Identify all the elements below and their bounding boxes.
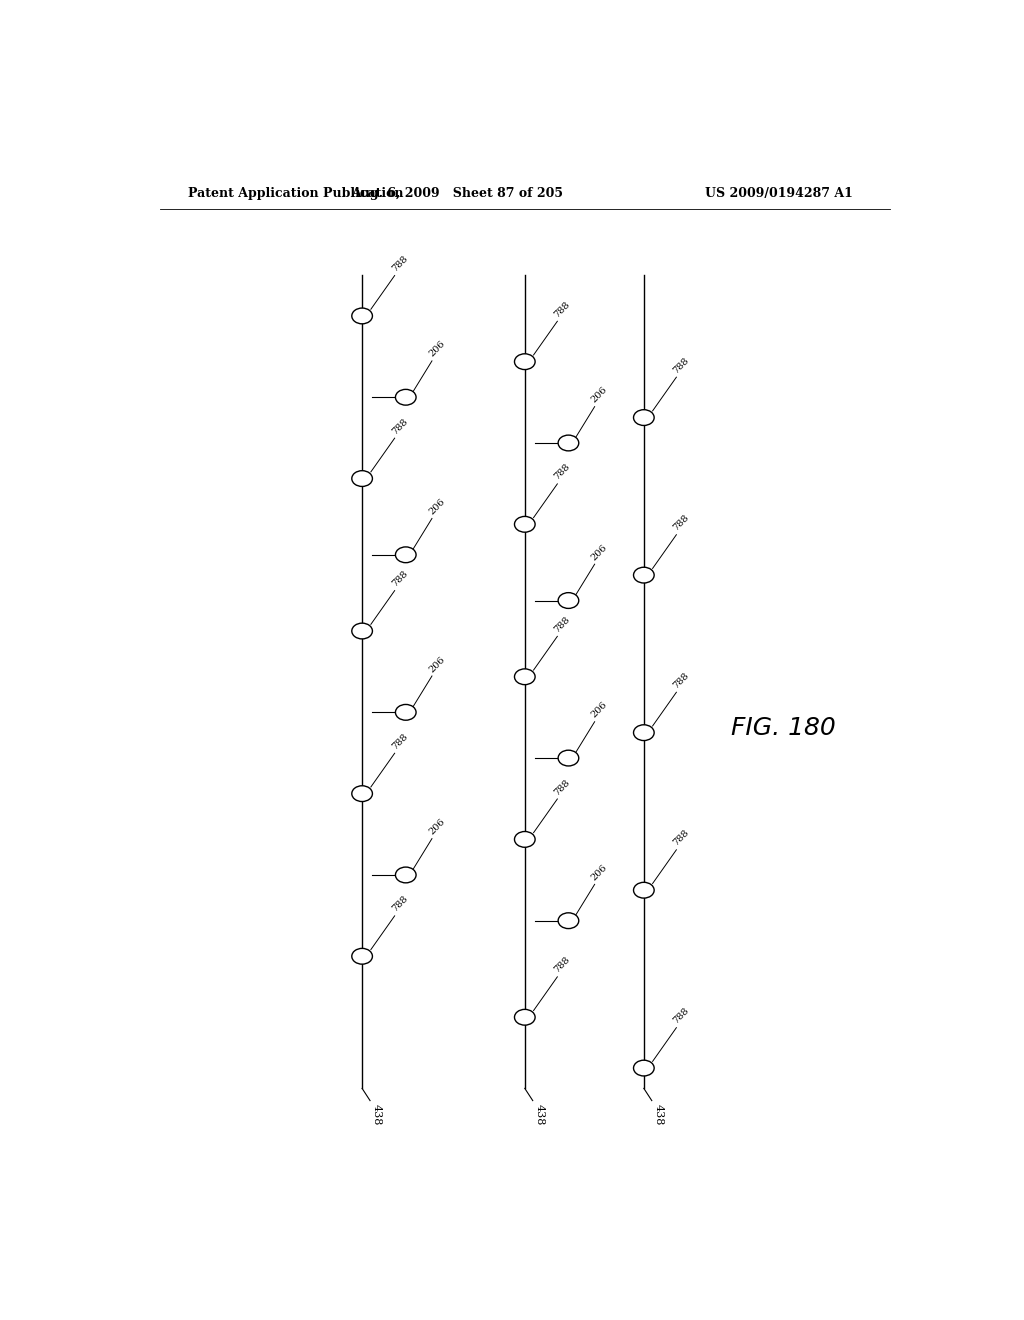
Text: US 2009/0194287 A1: US 2009/0194287 A1 [705, 187, 853, 201]
Text: 788: 788 [553, 956, 572, 974]
Ellipse shape [352, 623, 373, 639]
Ellipse shape [514, 1010, 536, 1026]
Ellipse shape [514, 354, 536, 370]
Text: 788: 788 [390, 569, 410, 589]
Ellipse shape [558, 593, 579, 609]
Text: 206: 206 [427, 496, 446, 516]
Text: 438: 438 [653, 1104, 664, 1125]
Text: 206: 206 [427, 817, 446, 837]
Text: 788: 788 [390, 253, 410, 273]
Text: 788: 788 [672, 1006, 691, 1026]
Ellipse shape [634, 1060, 654, 1076]
Text: 206: 206 [590, 385, 609, 405]
Text: 788: 788 [553, 462, 572, 482]
Text: 206: 206 [590, 863, 609, 882]
Ellipse shape [514, 516, 536, 532]
Text: 206: 206 [590, 700, 609, 719]
Text: 788: 788 [672, 513, 691, 533]
Ellipse shape [558, 750, 579, 766]
Text: Patent Application Publication: Patent Application Publication [187, 187, 403, 201]
Text: 788: 788 [553, 777, 572, 797]
Ellipse shape [634, 882, 654, 898]
Text: FIG. 180: FIG. 180 [731, 715, 836, 739]
Ellipse shape [514, 832, 536, 847]
Text: 788: 788 [672, 355, 691, 375]
Ellipse shape [514, 669, 536, 685]
Text: 788: 788 [390, 417, 410, 436]
Ellipse shape [352, 785, 373, 801]
Ellipse shape [352, 471, 373, 487]
Text: 788: 788 [553, 300, 572, 319]
Ellipse shape [634, 725, 654, 741]
Text: 788: 788 [390, 895, 410, 913]
Text: 206: 206 [427, 339, 446, 359]
Text: 788: 788 [672, 829, 691, 847]
Ellipse shape [395, 389, 416, 405]
Text: 206: 206 [427, 655, 446, 675]
Ellipse shape [558, 913, 579, 928]
Ellipse shape [634, 568, 654, 583]
Ellipse shape [634, 409, 654, 425]
Ellipse shape [395, 546, 416, 562]
Text: Aug. 6, 2009   Sheet 87 of 205: Aug. 6, 2009 Sheet 87 of 205 [351, 187, 563, 201]
Ellipse shape [395, 867, 416, 883]
Ellipse shape [395, 705, 416, 721]
Text: 788: 788 [390, 731, 410, 751]
Text: 206: 206 [590, 543, 609, 562]
Ellipse shape [558, 436, 579, 451]
Text: 788: 788 [553, 615, 572, 635]
Text: 438: 438 [372, 1104, 382, 1125]
Ellipse shape [352, 308, 373, 323]
Text: 788: 788 [672, 671, 691, 690]
Ellipse shape [352, 948, 373, 964]
Text: 438: 438 [535, 1104, 545, 1125]
